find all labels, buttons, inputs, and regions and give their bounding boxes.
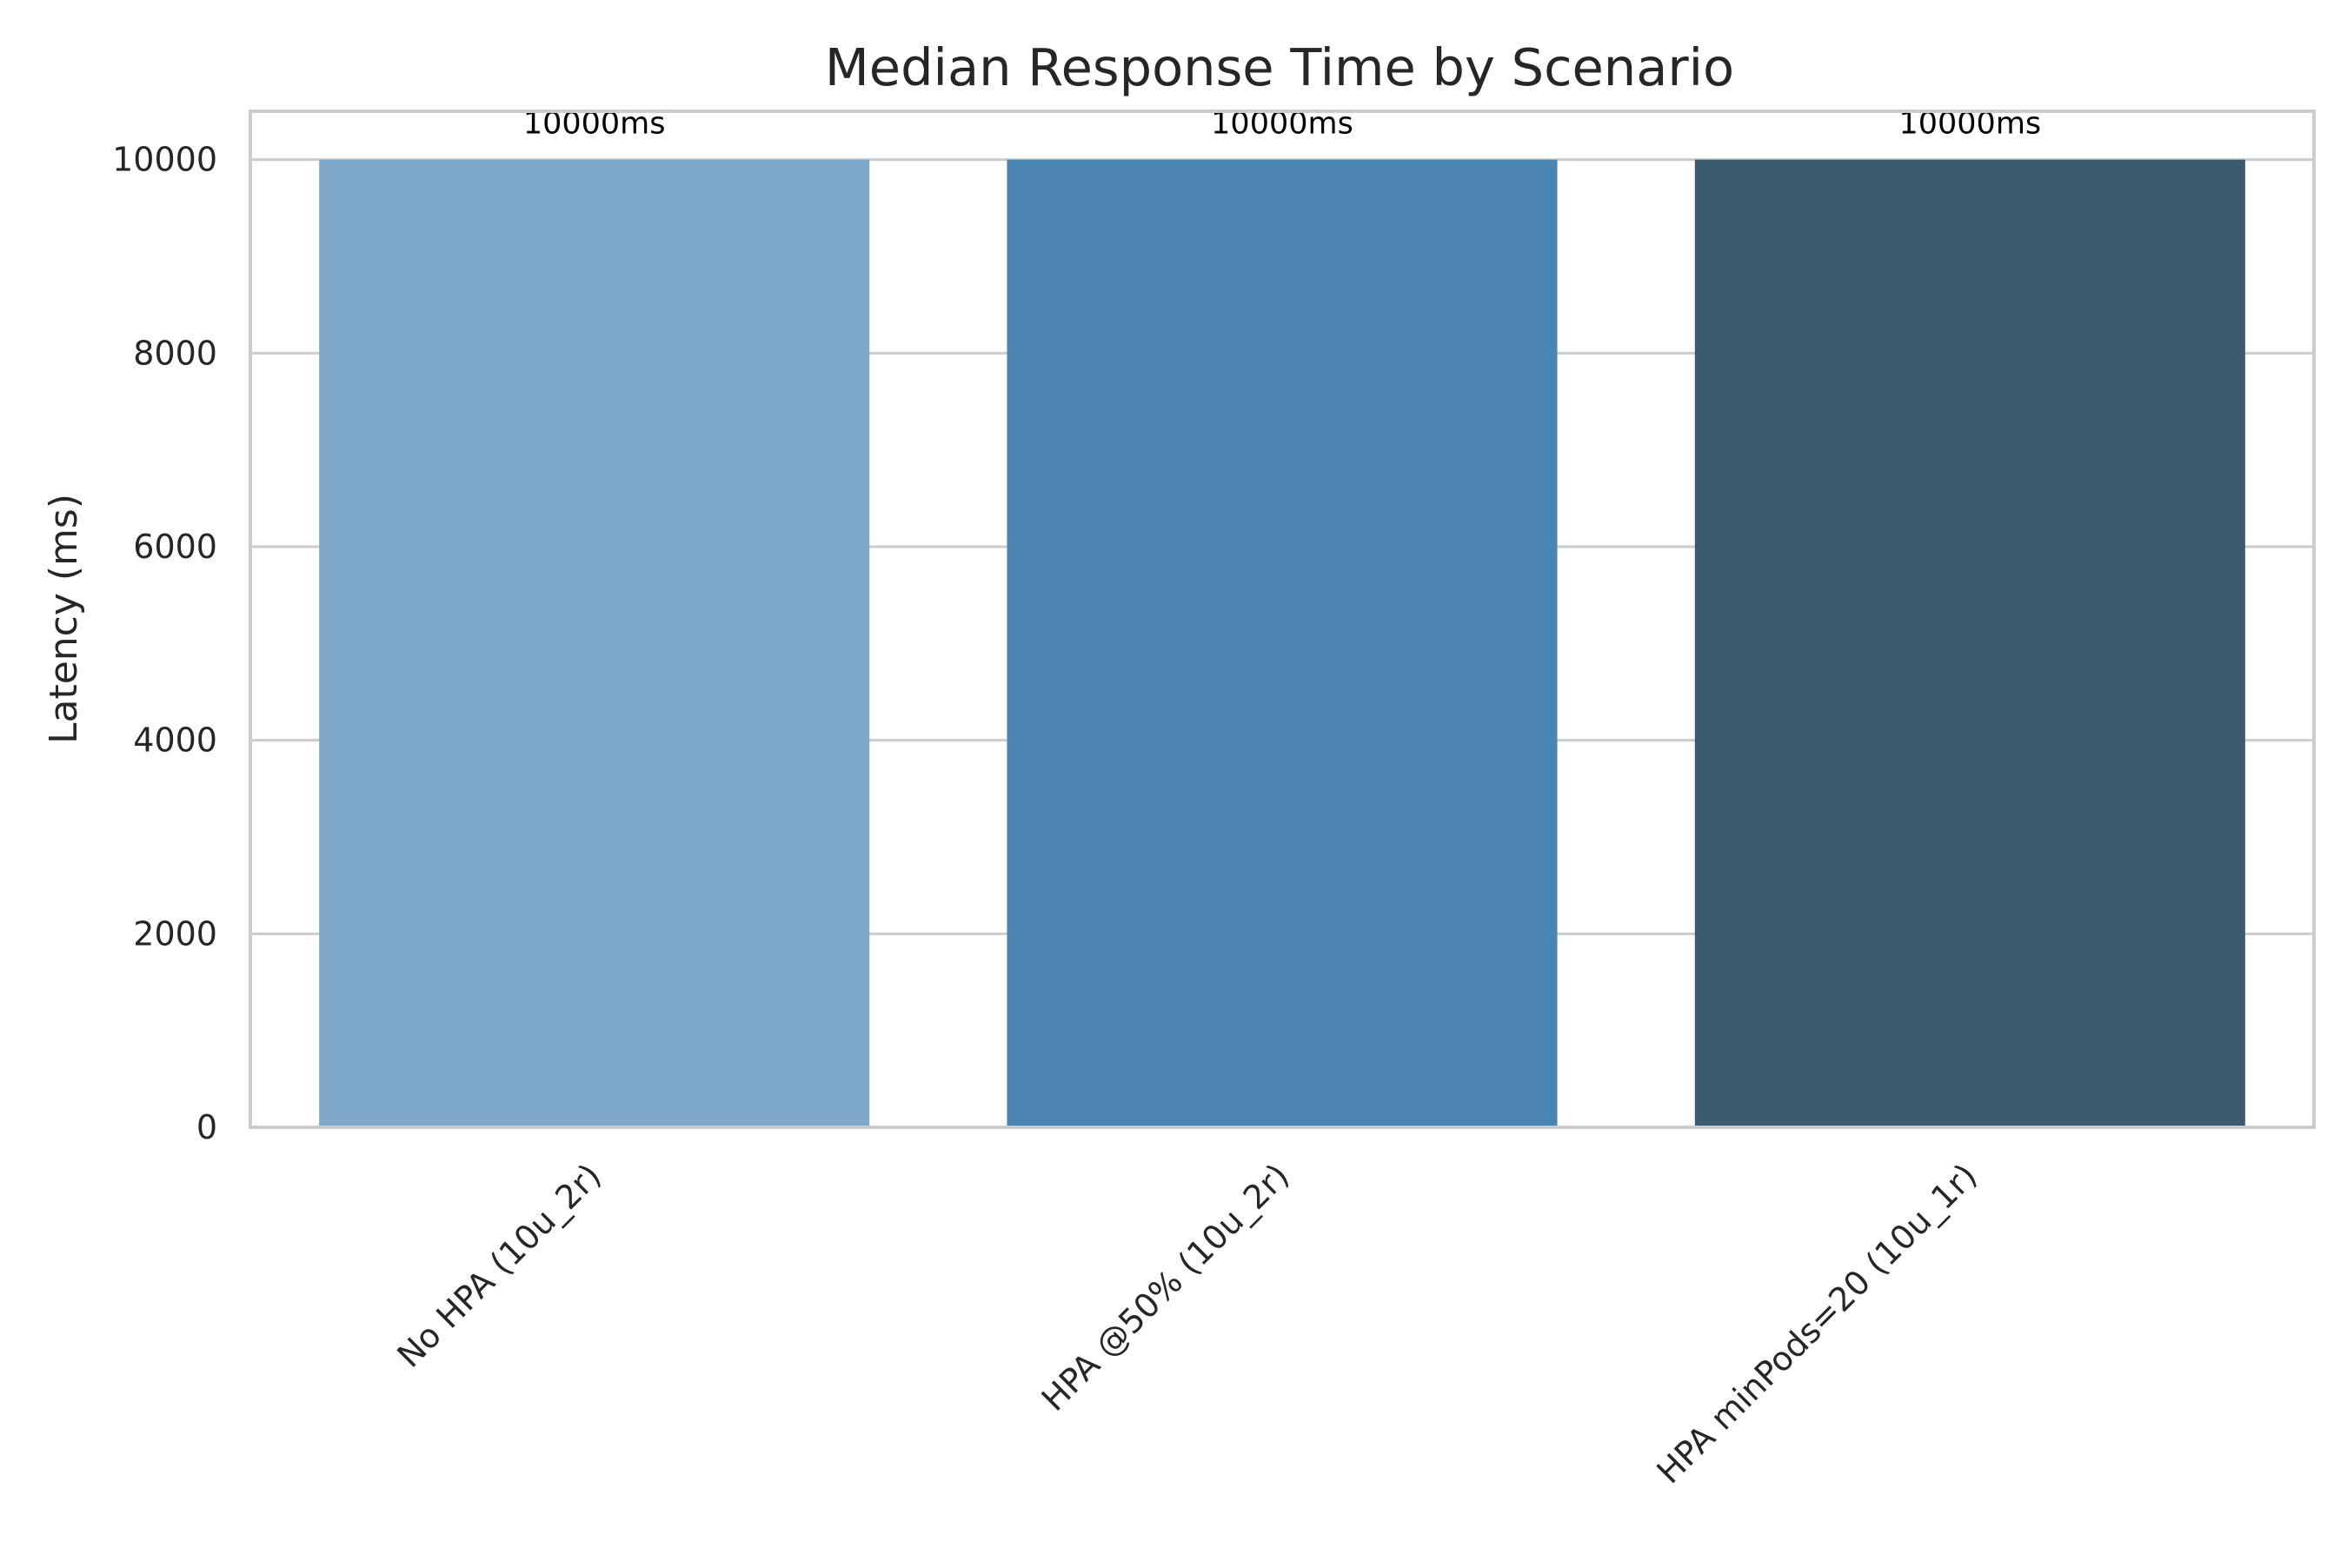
y-axis-ticks: 0 2000 4000 6000 8000 10000 [112,141,217,1146]
x-tick-label: HPA minPods=20 (10u_1r) [1650,1156,1985,1491]
y-tick-label: 10000 [112,141,217,179]
y-axis-label: Latency (ms) [42,494,86,744]
bar [319,159,870,1128]
y-tick-label: 4000 [133,721,217,760]
bars [319,159,2245,1128]
chart-title: Median Response Time by Scenario [825,37,1734,97]
plot-frame [249,110,2316,1129]
y-tick-label: 8000 [133,334,217,372]
bar [1007,159,1558,1128]
bar [1694,159,2245,1128]
y-tick-label: 0 [196,1108,217,1146]
y-tick-label: 2000 [133,914,217,953]
x-axis-ticks: No HPA (10u_2r) HPA @50% (10u_2r) HPA minP… [389,1156,1984,1491]
x-tick-label: HPA @50% (10u_2r) [1034,1156,1297,1419]
x-tick-label: No HPA (10u_2r) [389,1156,608,1375]
y-tick-label: 6000 [133,528,217,566]
